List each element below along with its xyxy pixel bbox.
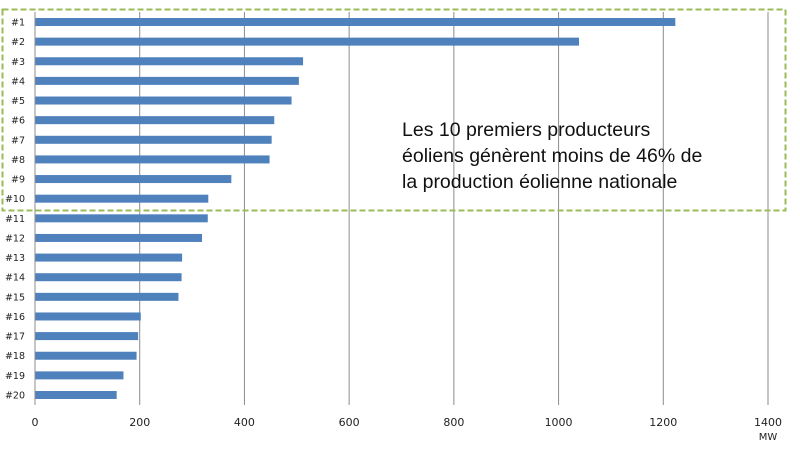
bar [35,214,208,223]
x-axis-label: MW [759,432,778,443]
y-tick-label: #7 [11,135,25,146]
x-tick-label: 1000 [545,416,573,429]
y-tick-label: #14 [5,273,25,284]
y-tick-label: #5 [11,96,25,107]
y-tick-label: #12 [5,233,25,244]
y-tick-label: #1 [11,18,25,29]
bar [35,312,141,321]
bar [35,37,579,46]
bar [35,57,304,66]
y-tick-label: #8 [11,155,25,166]
annotation-text: Les 10 premiers producteurs éoliens génè… [402,117,702,195]
x-tick-label: 800 [443,416,464,429]
bar [35,175,232,184]
y-tick-label: #2 [11,37,25,48]
bar [35,155,270,164]
x-tick-label: 1400 [754,416,782,429]
bar [35,292,179,301]
x-tick-label: 200 [129,416,150,429]
y-tick-label: #17 [5,332,25,343]
y-tick-label: #20 [5,391,25,402]
y-tick-label: #16 [5,312,25,323]
bar [35,76,299,85]
annotation-line-2: éoliens génèrent moins de 46% de [402,145,703,167]
x-tick-label: 1200 [649,416,677,429]
annotation-line-3: la production éolienne nationale [402,171,678,193]
bar [35,273,182,282]
x-tick-label: 400 [234,416,255,429]
y-tick-label: #15 [5,292,25,303]
bar [35,96,292,105]
y-tick-label: #18 [5,351,25,362]
bar [35,233,203,242]
y-tick-label: #11 [5,214,25,225]
bar [35,253,183,262]
bar [35,351,137,360]
bar [35,332,139,341]
y-tick-label: #9 [11,175,25,186]
bar [35,135,272,144]
y-tick-label: #4 [11,76,25,87]
annotation-line-1: Les 10 premiers producteurs [402,119,651,141]
y-tick-label: #13 [5,253,25,264]
x-tick-label: 0 [32,416,39,429]
bar [35,116,275,125]
y-tick-label: #3 [11,57,25,68]
x-tick-label: 600 [339,416,360,429]
highlight-box [1,8,787,212]
bar [35,391,117,399]
y-tick-label: #10 [5,194,25,205]
y-tick-label: #19 [5,371,25,382]
bar [35,18,676,26]
bar [35,371,124,380]
y-tick-label: #6 [11,116,25,127]
bar [35,194,209,203]
